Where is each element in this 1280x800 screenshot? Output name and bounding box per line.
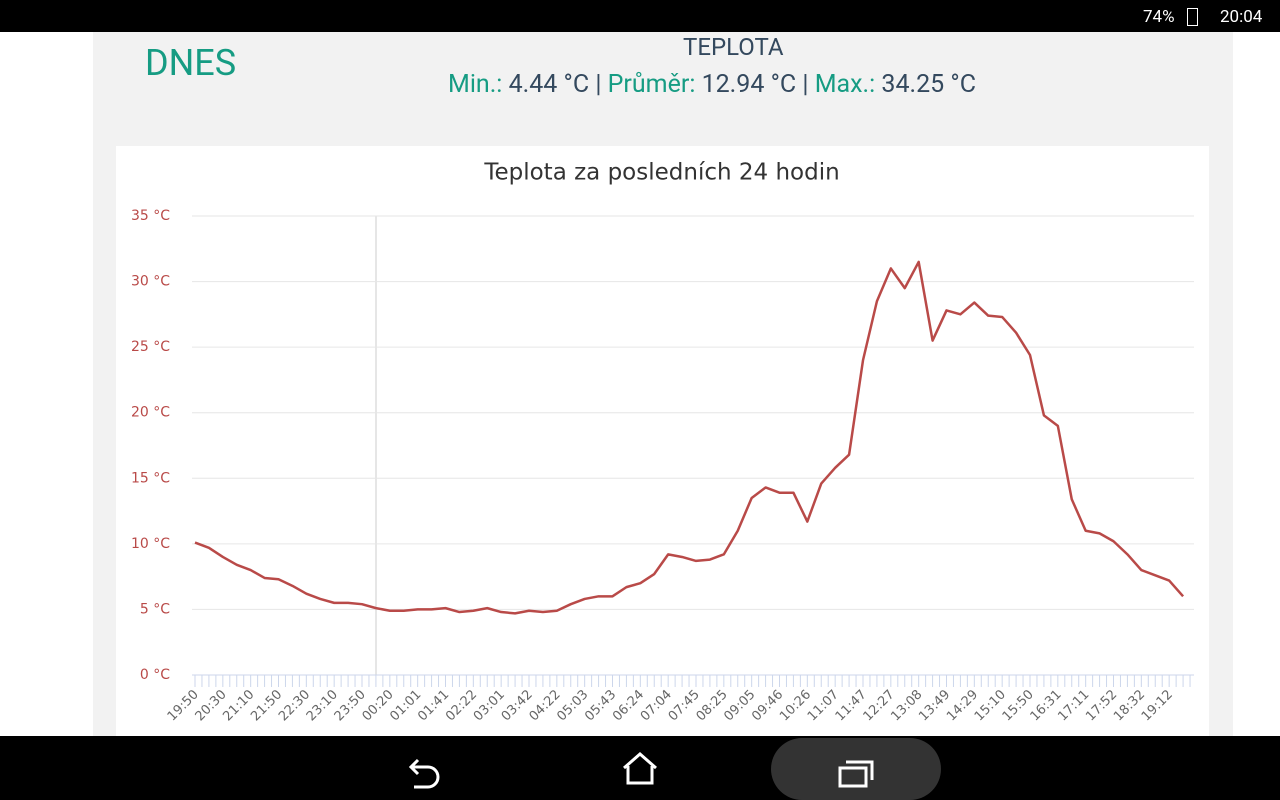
- home-button[interactable]: [623, 752, 657, 785]
- battery-icon: [1187, 8, 1198, 26]
- x-tick-label: 19:12: [1139, 687, 1176, 724]
- stat-value: 34.25 °C: [881, 70, 976, 99]
- nav-bar: [0, 736, 1280, 800]
- stat-value: 4.44 °C: [508, 70, 590, 99]
- stat-value: 12.94 °C: [701, 70, 797, 99]
- stat-label: Průměr:: [607, 70, 696, 99]
- temperature-line: [194, 260, 1185, 615]
- back-button[interactable]: [408, 758, 440, 789]
- y-tick-label: 0 °C: [140, 667, 170, 683]
- stat-label: Min.:: [448, 70, 503, 99]
- nav-icons: [408, 752, 874, 789]
- chart: Teplota za posledních 24 hodin 0 °C 5 °C 1…: [131, 160, 1194, 724]
- clock: 20:04: [1220, 7, 1263, 27]
- chart-title: Teplota za posledních 24 hodin: [483, 160, 839, 186]
- y-tick-label: 10 °C: [131, 536, 170, 552]
- chart-card: Teplota za posledních 24 hodin 0 °C 5 °C 1…: [116, 146, 1209, 736]
- recents-button[interactable]: [838, 760, 874, 788]
- y-tick-label: 30 °C: [131, 274, 170, 290]
- status-bar: 74% 20:04: [0, 0, 1280, 32]
- stats: Min.: 4.44 °C | Průměr: 12.94 °C | Max.:…: [448, 70, 976, 99]
- separator: |: [595, 70, 602, 99]
- page-title: DNES: [145, 42, 237, 84]
- y-tick-label: 5 °C: [140, 601, 170, 617]
- separator: |: [802, 70, 809, 99]
- battery: 74%: [1143, 7, 1175, 27]
- y-tick-label: 20 °C: [131, 405, 170, 421]
- y-tick-label: 35 °C: [131, 208, 170, 224]
- y-tick-label: 15 °C: [131, 470, 170, 486]
- section-title: TEPLOTA: [683, 33, 784, 61]
- y-tick-label: 25 °C: [131, 339, 170, 355]
- stat-label: Max.:: [814, 70, 876, 99]
